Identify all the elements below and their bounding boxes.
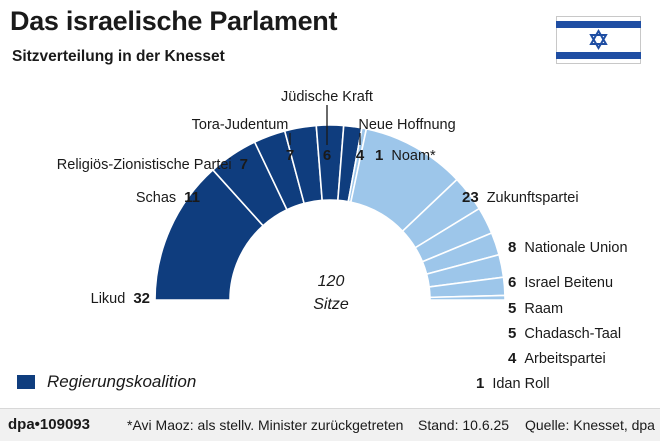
party-label-israel-beitenu: 6 Israel Beitenu <box>508 274 613 291</box>
party-name: Likud <box>91 291 126 307</box>
party-name: Schas <box>136 190 176 206</box>
seat-count: 5 <box>508 300 516 317</box>
party-label-idan-roll: 1 Idan Roll <box>476 375 550 392</box>
seat-count: 1 <box>375 147 383 164</box>
seat-count: 4 <box>356 147 365 164</box>
seat-count: 32 <box>133 290 150 307</box>
seat-count: 4 <box>508 350 517 367</box>
party-label-chadasch-taal: 5 Chadasch-Taal <box>508 325 621 342</box>
party-name: Tora-Judentum <box>192 117 289 133</box>
seat-count: 8 <box>508 239 516 256</box>
seat-count: 7 <box>240 156 248 173</box>
seat-count: 6 <box>323 147 331 164</box>
party-label-zukunftspartei: 23 Zukunftspartei <box>462 189 579 206</box>
party-label-arbeitspartei: 4 Arbeitspartei <box>508 350 606 367</box>
seat-count: 23 <box>462 189 479 206</box>
seat-count: 1 <box>476 375 484 392</box>
source: Quelle: Knesset, dpa <box>525 417 655 433</box>
party-label-tora-judentum: Tora-Judentum 7 <box>192 117 295 164</box>
party-name: Nationale Union <box>524 240 627 256</box>
legend: Regierungskoalition <box>17 372 196 392</box>
total-seats-value: 120 <box>317 273 345 290</box>
party-name: Zukunftspartei <box>487 190 579 206</box>
party-label-jüdische-kraft: Jüdische Kraft 6 <box>281 89 373 164</box>
date-stand: Stand: 10.6.25 <box>418 417 510 433</box>
party-name: Chadasch-Taal <box>524 326 621 342</box>
party-label-likud: Likud 32 <box>91 290 150 307</box>
seat-segment-idan-roll <box>429 294 506 301</box>
party-name: Neue Hoffnung <box>358 117 455 133</box>
israel-flag-icon <box>556 16 641 64</box>
footer: dpa•109093 *Avi Maoz: als stellv. Minist… <box>0 408 660 441</box>
party-label-raam: 5 Raam <box>508 300 563 317</box>
party-label-schas: Schas 11 <box>136 189 200 206</box>
chart-title: Das israelische Parlament <box>10 6 338 36</box>
party-label-noam: 1 Noam* <box>375 147 436 164</box>
legend-swatch <box>17 375 35 389</box>
party-name: Israel Beitenu <box>524 275 613 291</box>
seat-count: 6 <box>508 274 516 291</box>
legend-label: Regierungskoalition <box>47 372 197 391</box>
party-name: Idan Roll <box>492 376 549 392</box>
party-name: Arbeitspartei <box>524 351 605 367</box>
chart-subtitle: Sitzverteilung in der Knesset <box>12 48 225 65</box>
footnote: *Avi Maoz: als stellv. Minister zurückge… <box>127 417 404 433</box>
party-name: Noam* <box>391 148 436 164</box>
credit: dpa•109093 <box>8 416 90 433</box>
party-name: Religiös-Zionistische Partei <box>57 157 232 173</box>
seat-count: 5 <box>508 325 516 342</box>
total-seats-label: Sitze <box>313 296 349 313</box>
seat-count: 7 <box>286 147 294 164</box>
party-name: Raam <box>524 301 563 317</box>
party-name: Jüdische Kraft <box>281 89 373 105</box>
seat-count: 11 <box>184 189 200 206</box>
party-label-nationale-union: 8 Nationale Union <box>508 239 628 256</box>
party-label-religiös-zionistische-partei: Religiös-Zionistische Partei 7 <box>57 156 248 173</box>
party-label-neue-hoffnung: Neue Hoffnung 4 <box>356 117 456 164</box>
